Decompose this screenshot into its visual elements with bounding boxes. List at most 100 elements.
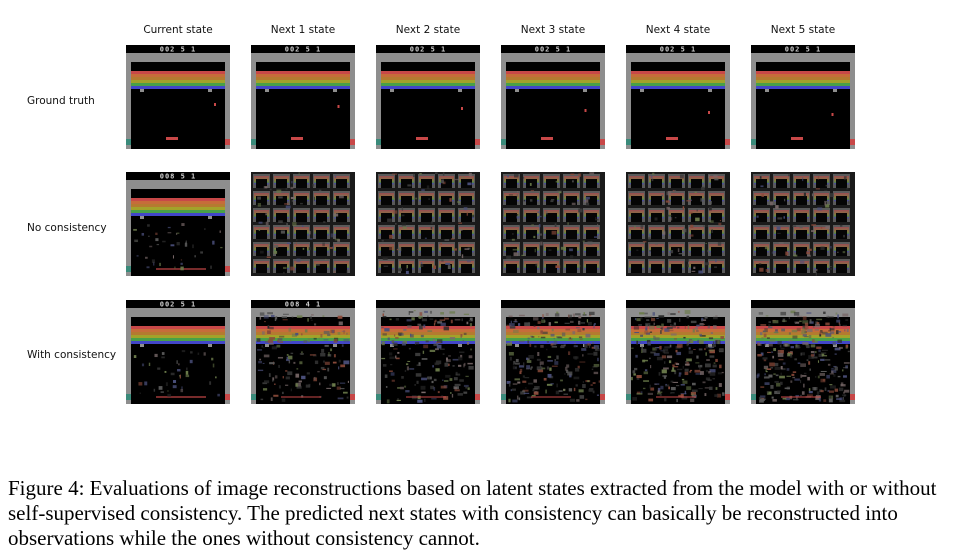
brick-row: [631, 74, 725, 77]
right-wall: [600, 53, 605, 149]
column-header-next-4: Next 4 state: [645, 24, 711, 36]
brick-row: [756, 77, 850, 80]
brick-row: [131, 83, 225, 86]
brick-row: [631, 335, 725, 338]
paddle: [281, 396, 321, 398]
game-frame: 002 5 1: [126, 300, 230, 404]
right-wall: [850, 53, 855, 149]
brick-row: [381, 86, 475, 89]
brick-row: [631, 329, 725, 332]
game-frame: 008 5 1: [126, 172, 230, 276]
brick-row: [131, 213, 225, 216]
game-frame: 002 5 1: [751, 45, 855, 149]
right-wall: [725, 53, 730, 149]
paddle: [156, 396, 206, 398]
brick-row: [381, 77, 475, 80]
brick-row: [506, 332, 600, 335]
brick-row: [506, 326, 600, 329]
brick-row: [131, 201, 225, 204]
paddle: [416, 137, 428, 140]
top-wall: [126, 308, 230, 317]
brick-row: [631, 341, 725, 344]
right-wall: [225, 53, 230, 149]
brick-row: [631, 86, 725, 89]
left-wall: [626, 308, 631, 404]
brick-row: [131, 329, 225, 332]
brick-row: [131, 204, 225, 207]
row-label-ground-truth: Ground truth: [27, 95, 95, 107]
game-frame: 002 5 1: [251, 45, 355, 149]
left-wall: [751, 308, 756, 404]
paddle: [291, 137, 303, 140]
top-wall: [626, 53, 730, 62]
ball: [337, 105, 340, 108]
brick-row: [756, 71, 850, 74]
brick-row: [256, 86, 350, 89]
game-frame: 002 5 1: [376, 45, 480, 149]
game-frame: [626, 172, 730, 276]
brick-row: [506, 341, 600, 344]
brick-row: [631, 338, 725, 341]
column-header-next-5: Next 5 state: [770, 24, 836, 36]
brick-row: [131, 74, 225, 77]
brick-row: [381, 74, 475, 77]
left-wall: [126, 308, 131, 404]
ball: [214, 103, 216, 106]
right-wall: [350, 53, 355, 149]
right-wall: [225, 180, 230, 276]
paddle: [791, 137, 803, 140]
brick-row: [631, 77, 725, 80]
brick-row: [506, 80, 600, 83]
score-readout: 002 5 1: [285, 46, 322, 54]
brick-row: [256, 341, 350, 344]
brick-row: [506, 71, 600, 74]
brick-row: [381, 335, 475, 338]
right-wall: [725, 308, 730, 404]
score-readout: 002 5 1: [660, 46, 697, 54]
paddle: [541, 137, 553, 140]
paddle: [656, 396, 696, 398]
paddle: [406, 396, 446, 398]
game-frame: [376, 300, 480, 404]
brick-row: [381, 332, 475, 335]
top-wall: [501, 53, 605, 62]
brick-row: [381, 80, 475, 83]
top-wall: [376, 308, 480, 317]
brick-row: [256, 80, 350, 83]
brick-row: [131, 77, 225, 80]
column-header-next-3: Next 3 state: [520, 24, 586, 36]
brick-row: [131, 326, 225, 329]
brick-row: [756, 80, 850, 83]
ball: [584, 109, 587, 112]
top-wall: [751, 53, 855, 62]
top-wall: [126, 53, 230, 62]
game-frame: [751, 300, 855, 404]
left-wall: [126, 180, 131, 276]
brick-row: [256, 74, 350, 77]
brick-row: [256, 335, 350, 338]
brick-row: [631, 83, 725, 86]
top-wall: [751, 308, 855, 317]
game-frame: [501, 172, 605, 276]
brick-row: [131, 71, 225, 74]
left-wall: [501, 308, 506, 404]
top-wall: [251, 53, 355, 62]
left-wall: [501, 53, 506, 149]
score-readout: 008 4 1: [285, 301, 322, 309]
score-readout: 002 5 1: [160, 46, 197, 54]
row-label-no-consistency: No consistency: [27, 222, 107, 234]
left-wall: [376, 308, 381, 404]
brick-row: [381, 71, 475, 74]
game-frame: [251, 172, 355, 276]
right-wall: [350, 308, 355, 404]
brick-row: [131, 341, 225, 344]
left-wall: [251, 53, 256, 149]
brick-row: [256, 77, 350, 80]
left-wall: [751, 53, 756, 149]
brick-row: [631, 332, 725, 335]
ball: [461, 107, 463, 110]
left-wall: [376, 53, 381, 149]
brick-row: [131, 210, 225, 213]
game-frame: 002 5 1: [501, 45, 605, 149]
game-frame: [626, 300, 730, 404]
